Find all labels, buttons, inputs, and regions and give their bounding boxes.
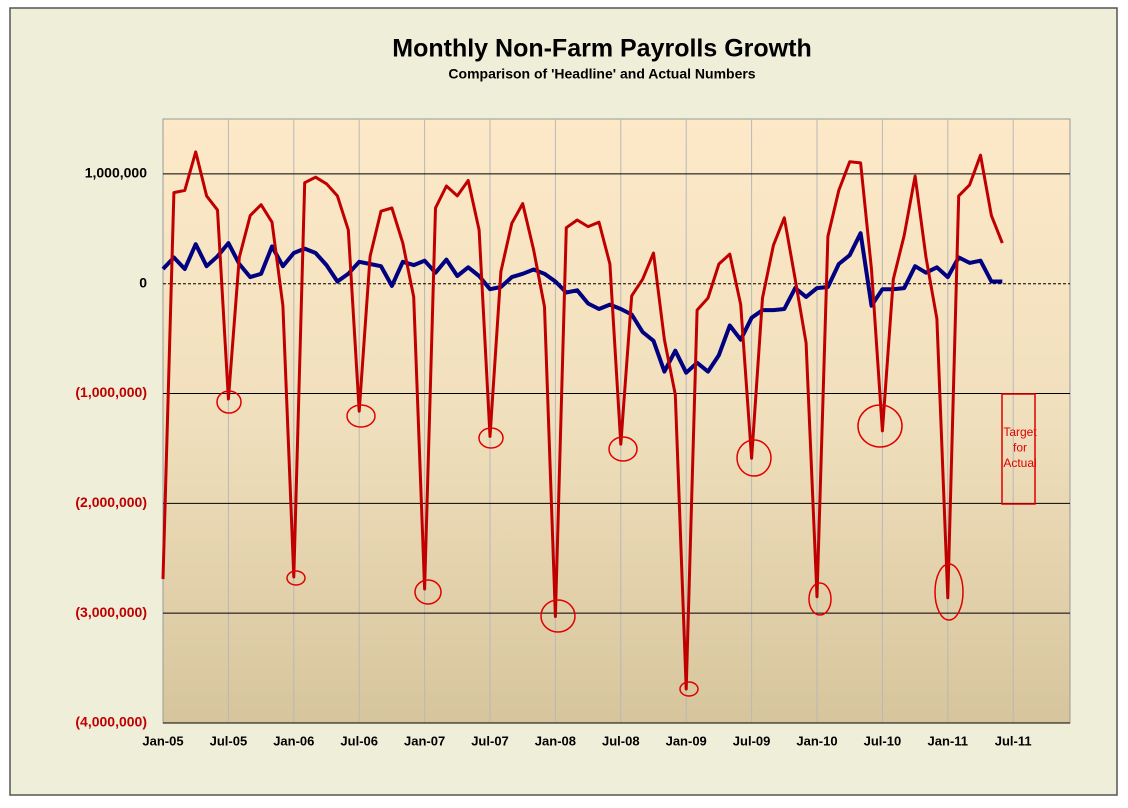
marks [161, 150, 1004, 691]
annotation-text: for [1013, 441, 1027, 455]
y-tick-label: (3,000,000) [75, 604, 147, 620]
highlight-circle [346, 404, 376, 428]
annotation-text: Actual [1003, 456, 1036, 470]
series-line [161, 150, 1004, 691]
x-tick-label: Jul-07 [471, 733, 509, 748]
x-tick-label: Jul-09 [733, 733, 771, 748]
highlight-circle [414, 579, 442, 605]
x-tick-label: Jan-07 [404, 733, 445, 748]
grid: Jan-05 Jul-05 Jan-06 Jul-06 Jan-07 Jul-07 Jan-… [75, 119, 1070, 748]
highlight-circle [608, 436, 638, 462]
x-tick-label: Jan-05 [142, 733, 183, 748]
highlight-circle [216, 390, 242, 414]
annotation-box [1001, 393, 1036, 505]
x-tick-label: Jul-05 [210, 733, 248, 748]
highlight-circle [857, 404, 903, 448]
annotation-text: Target [1003, 425, 1037, 439]
highlight-circle [736, 439, 772, 477]
x-tick-label: Jan-11 [928, 733, 968, 748]
y-tick-label: (1,000,000) [75, 384, 147, 400]
y-tick-label: (2,000,000) [75, 494, 147, 510]
highlight-circles [216, 390, 964, 697]
highlight-circle [679, 681, 699, 697]
y-tick-label: 1,000,000 [85, 165, 147, 181]
y-tick-label: 0 [139, 274, 147, 290]
y-tick-label: (4,000,000) [75, 714, 147, 730]
highlight-circle [478, 427, 504, 449]
x-tick-label: Jan-06 [273, 733, 314, 748]
chart-title: Monthly Non-Farm Payrolls Growth [392, 35, 811, 63]
x-tick-label: Jan-09 [666, 733, 707, 748]
chart-subtitle: Comparison of 'Headline' and Actual Numb… [448, 66, 755, 82]
highlight-circle [808, 582, 832, 616]
x-tick-label: Jul-06 [340, 733, 378, 748]
highlight-circle [934, 563, 964, 621]
x-tick-label: Jul-10 [864, 733, 902, 748]
highlight-circle [286, 570, 306, 586]
x-tick-label: Jan-08 [535, 733, 576, 748]
x-tick-label: Jul-11 [995, 733, 1032, 748]
x-tick-label: Jan-10 [796, 733, 837, 748]
x-tick-label: Jul-08 [602, 733, 640, 748]
plot-area [162, 118, 1071, 724]
highlight-circle [540, 599, 576, 633]
